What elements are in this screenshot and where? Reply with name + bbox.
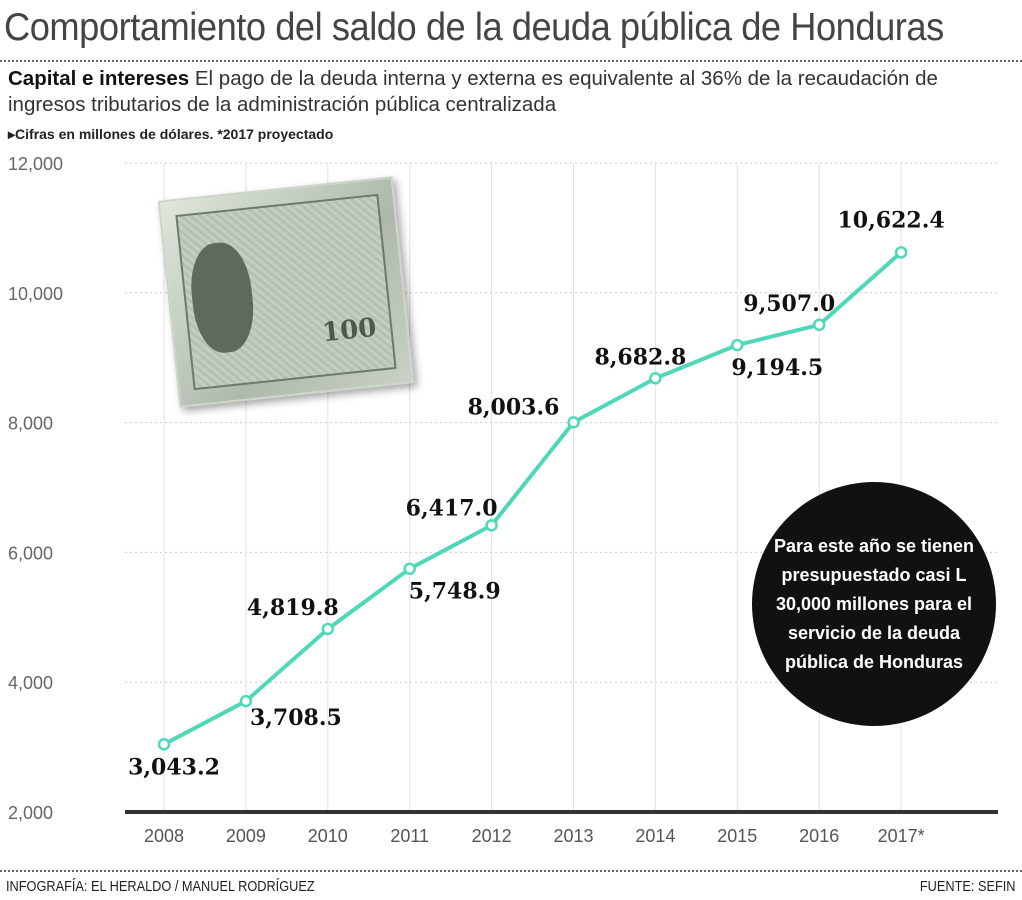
info-bubble-text: Para este año se tienen presupuestado ca… bbox=[773, 535, 975, 672]
data-point bbox=[485, 519, 498, 532]
dollar-bill-image: 100 bbox=[157, 176, 415, 408]
data-label: 10,622.4 bbox=[838, 207, 945, 233]
y-tick-label: 6,000 bbox=[8, 543, 53, 563]
footer-divider bbox=[0, 870, 1022, 872]
subtitle: Capital e intereses El pago de la deuda … bbox=[8, 66, 1018, 118]
data-point bbox=[239, 694, 253, 708]
x-tick-label: 2011 bbox=[390, 826, 429, 846]
x-tick-label: 2013 bbox=[553, 826, 593, 846]
x-tick-label: 2010 bbox=[308, 826, 348, 846]
x-tick-label: 2009 bbox=[226, 826, 266, 846]
x-tick-label: 2012 bbox=[472, 826, 512, 846]
y-tick-label: 10,000 bbox=[8, 284, 63, 304]
data-point bbox=[321, 622, 335, 636]
data-point bbox=[894, 246, 908, 259]
data-label: 8,682.8 bbox=[594, 344, 686, 370]
units-note: ▸Cifras en millones de dólares. *2017 pr… bbox=[8, 126, 334, 142]
x-tick-label: 2017* bbox=[878, 826, 925, 846]
y-tick-label: 12,000 bbox=[8, 154, 63, 174]
x-tick-label: 2014 bbox=[635, 826, 675, 846]
credits: INFOGRAFÍA: EL HERALDO / MANUEL RODRÍGUE… bbox=[6, 878, 315, 895]
chart-title: Comportamiento del saldo de la deuda púb… bbox=[4, 6, 944, 49]
divider bbox=[0, 60, 1022, 62]
source: FUENTE: SEFIN bbox=[920, 878, 1016, 895]
data-point bbox=[157, 738, 171, 751]
series-line bbox=[163, 250, 903, 747]
y-tick-label: 4,000 bbox=[8, 673, 53, 693]
data-label: 6,417.0 bbox=[406, 495, 498, 521]
data-label: 3,043.2 bbox=[128, 754, 220, 780]
info-bubble: Para este año se tienen presupuestado ca… bbox=[752, 482, 996, 726]
x-tick-label: 2008 bbox=[144, 826, 184, 846]
data-label: 3,708.5 bbox=[250, 705, 342, 731]
data-point bbox=[567, 416, 580, 429]
data-label: 4,819.8 bbox=[247, 595, 339, 621]
data-label: 5,748.9 bbox=[409, 579, 501, 605]
data-point bbox=[403, 562, 416, 575]
y-tick-label: 8,000 bbox=[8, 414, 53, 434]
data-point bbox=[649, 372, 662, 385]
subtitle-text: El pago de la deuda interna y externa es… bbox=[8, 67, 938, 116]
x-tick-label: 2016 bbox=[799, 826, 839, 846]
data-label: 9,194.5 bbox=[731, 355, 823, 381]
data-point bbox=[812, 318, 826, 332]
data-point bbox=[731, 338, 744, 352]
subtitle-bold: Capital e intereses bbox=[8, 67, 190, 90]
y-tick-label: 2,000 bbox=[8, 803, 53, 823]
data-label: 9,507.0 bbox=[743, 291, 835, 317]
data-label: 8,003.6 bbox=[468, 394, 560, 420]
x-tick-label: 2015 bbox=[717, 826, 757, 846]
